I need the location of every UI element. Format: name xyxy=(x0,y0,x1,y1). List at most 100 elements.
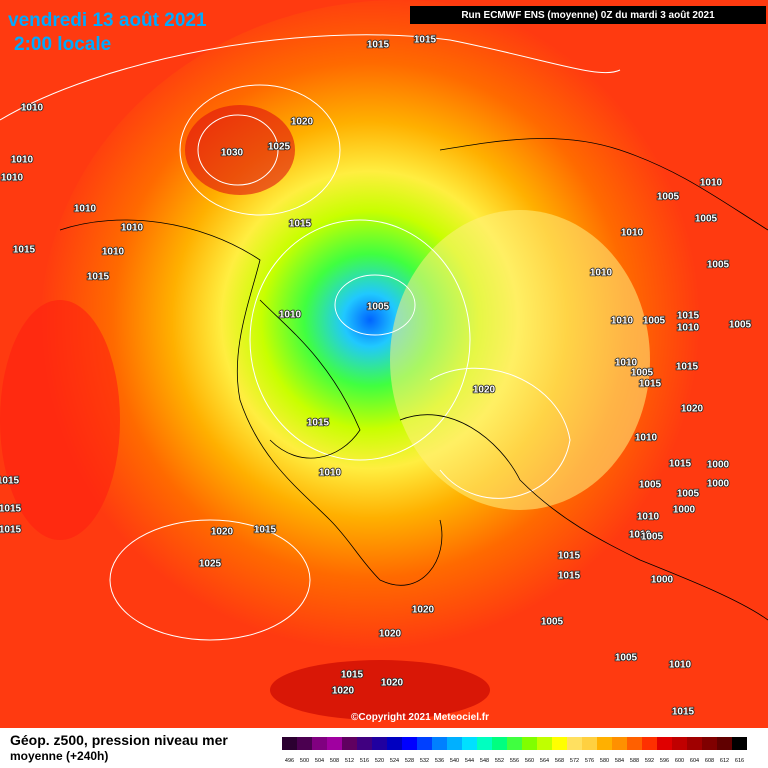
hot-area xyxy=(270,660,490,720)
isobar-label: 1000 xyxy=(651,575,674,586)
isobar-label: 1020 xyxy=(473,385,496,396)
colorbar-label: 504 xyxy=(315,758,324,764)
colorbar-swatch xyxy=(357,737,372,750)
colorbar-swatch xyxy=(522,737,537,750)
isobar-label: 1015 xyxy=(0,525,22,536)
colorbar-label: 544 xyxy=(465,758,474,764)
isobar-label: 1000 xyxy=(673,505,696,516)
isobar-label: 1015 xyxy=(677,311,700,322)
colorbar-label: 536 xyxy=(435,758,444,764)
isobar-label: 1015 xyxy=(639,379,662,390)
colorbar-swatch xyxy=(567,737,582,750)
isobar-label: 1015 xyxy=(13,245,36,256)
colorbar-swatch xyxy=(462,737,477,750)
isobar-label: 1015 xyxy=(558,571,581,582)
isobar-label: 1010 xyxy=(629,530,652,541)
isobar-label: 1005 xyxy=(639,480,662,491)
isobar-label: 1015 xyxy=(87,272,110,283)
isobar-label: 1000 xyxy=(707,479,730,490)
colorbar-swatch xyxy=(402,737,417,750)
colorbar-label: 548 xyxy=(480,758,489,764)
isobar-label: 1020 xyxy=(291,117,314,128)
isobar-label: 1010 xyxy=(319,468,342,479)
colorbar-swatch xyxy=(327,737,342,750)
colorbar-swatch xyxy=(717,737,732,750)
colorbar-label: 612 xyxy=(720,758,729,764)
colorbar-swatch xyxy=(552,737,567,750)
high-area xyxy=(185,105,295,195)
colorbar-label: 576 xyxy=(585,758,594,764)
isobar-label: 1005 xyxy=(657,192,680,203)
isobar-label: 1010 xyxy=(621,228,644,239)
isobar-label: 1015 xyxy=(307,418,330,429)
colorbar-swatch xyxy=(312,737,327,750)
isobar-label: 1020 xyxy=(681,404,704,415)
colorbar-label: 540 xyxy=(450,758,459,764)
isobar-label: 1010 xyxy=(637,512,660,523)
isobar-label: 1025 xyxy=(268,142,291,153)
colorbar-swatch xyxy=(642,737,657,750)
colorbar-label: 560 xyxy=(525,758,534,764)
isobar-label: 1010 xyxy=(611,316,634,327)
isobar-label: 1005 xyxy=(729,320,752,331)
isobar-label: 1020 xyxy=(379,629,402,640)
colorbar-swatch xyxy=(612,737,627,750)
colorbar-label: 604 xyxy=(690,758,699,764)
colorbar-swatch xyxy=(537,737,552,750)
colorbar-label: 568 xyxy=(555,758,564,764)
colorbar-swatch xyxy=(657,737,672,750)
isobar-label: 1005 xyxy=(707,260,730,271)
colorbar-swatch xyxy=(702,737,717,750)
isobar-label: 1015 xyxy=(341,670,364,681)
colorbar-swatch xyxy=(627,737,642,750)
colorbar: 496 500 504 508 512 516 520 524 528 532 536 540 544 5… xyxy=(282,737,747,764)
isobar-label: 1000 xyxy=(707,460,730,471)
colorbar-swatch xyxy=(417,737,432,750)
colorbar-label: 564 xyxy=(540,758,549,764)
colorbar-label: 596 xyxy=(660,758,669,764)
colorbar-label: 588 xyxy=(630,758,639,764)
colorbar-swatch xyxy=(672,737,687,750)
isobar-label: 1020 xyxy=(332,686,355,697)
colorbar-label: 528 xyxy=(405,758,414,764)
isobar-label: 1010 xyxy=(102,247,125,258)
colorbar-label: 572 xyxy=(570,758,579,764)
isobar-label: 1015 xyxy=(558,551,581,562)
colorbar-label: 584 xyxy=(615,758,624,764)
isobar-label: 1010 xyxy=(677,323,700,334)
isobar-label: 1005 xyxy=(695,214,718,225)
isobar-label: 1025 xyxy=(199,559,222,570)
colorbar-swatch xyxy=(687,737,702,750)
colorbar-swatch xyxy=(477,737,492,750)
isobar-label: 1020 xyxy=(211,527,234,538)
isobar-label: 1020 xyxy=(381,678,404,689)
colorbar-swatch xyxy=(282,737,297,750)
colorbar-swatch xyxy=(387,737,402,750)
colorbar-label: 512 xyxy=(345,758,354,764)
colorbar-swatch xyxy=(432,737,447,750)
isobar-label: 1015 xyxy=(676,362,699,373)
colorbar-label: 520 xyxy=(375,758,384,764)
colorbar-label: 580 xyxy=(600,758,609,764)
colorbar-swatch xyxy=(447,737,462,750)
isobar-label: 1015 xyxy=(0,504,22,515)
run-box xyxy=(410,6,766,24)
coastlines xyxy=(59,138,768,621)
colorbar-label: 496 xyxy=(285,758,294,764)
isobar-label: 1010 xyxy=(1,173,24,184)
isobar-label: 1005 xyxy=(541,617,564,628)
isobar-label: 1005 xyxy=(643,316,666,327)
copyright: ©Copyright 2021 Meteociel.fr xyxy=(351,712,489,723)
colorbar-label: 592 xyxy=(645,758,654,764)
footer-subtitle: moyenne (+240h) xyxy=(10,749,108,763)
colorbar-swatch xyxy=(297,737,312,750)
colorbar-swatch xyxy=(582,737,597,750)
run-info: Run ECMWF ENS (moyenne) 0Z du mardi 3 ao… xyxy=(461,10,715,21)
colorbar-swatch xyxy=(507,737,522,750)
isobar-label: 1020 xyxy=(412,605,435,616)
colorbar-label: 556 xyxy=(510,758,519,764)
isobar-label: 1010 xyxy=(11,155,34,166)
isobar-label: 1010 xyxy=(21,103,44,114)
